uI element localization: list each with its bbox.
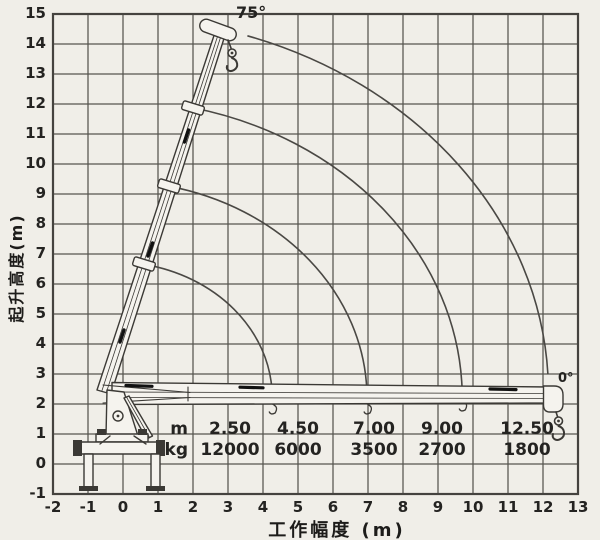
boom-tip-trajectory-arc [168,185,368,393]
boom-section-mark [124,383,154,388]
y-tick-label: 8 [35,214,46,232]
y-tick-label: 9 [35,184,46,202]
x-tick-label: 2 [187,498,199,516]
y-axis-title: 起升高度(m) [7,213,26,323]
x-tick-label: 13 [567,498,589,516]
boom-tip-trajectory-arc [247,35,549,375]
y-tick-label: 15 [25,4,46,22]
load-table-capacity-cell: 6000 [274,440,322,460]
boom-collar [156,178,182,194]
load-table-row-label-kg: kg [164,440,188,460]
boom-head-horizontal [542,385,564,413]
y-tick-label: 0 [35,454,46,472]
x-tick-label: 7 [362,498,374,516]
boom-section-mark [238,385,265,390]
x-tick-label: 0 [117,498,129,516]
y-tick-label: 2 [35,394,46,412]
x-tick-label: 4 [257,498,269,516]
boom-tip-trajectory-arc [193,107,463,390]
load-table-capacity-cell: 12000 [200,440,260,460]
hook-horizontal-icon [551,411,565,441]
crane-base [73,429,165,491]
x-tick-label: 8 [397,498,409,516]
x-tick-label: 3 [222,498,234,516]
y-tick-label: -1 [29,484,46,502]
y-tick-label: 3 [35,364,46,382]
y-tick-label: 14 [25,34,46,52]
x-tick-label: 1 [152,498,164,516]
y-tick-label: 4 [35,334,46,352]
plot-border [51,12,580,496]
load-table-radius-cell: 12.50 [500,419,554,439]
boom-angle-min-label: 0° [558,371,574,386]
outrigger-right [146,453,165,491]
x-tick-label: 9 [432,498,444,516]
load-table-capacity-cell: 3500 [350,440,398,460]
load-table-capacity-cell: 2700 [418,440,466,460]
y-tick-label: 1 [35,424,46,442]
load-table-radius-cell: 4.50 [277,419,319,439]
boom-tip-trajectory-arcs [144,35,549,393]
y-tick-label: 13 [25,64,46,82]
outrigger-left [79,453,98,491]
boom-collar [131,256,157,272]
slew-bearing-icon [112,410,124,422]
boom-head-raised [199,18,237,42]
boom-section-mark [146,241,155,258]
boom-section-mark [118,328,126,344]
boom-raised-75deg [96,18,239,395]
load-table-row-label-m: m [170,419,188,439]
y-tick-label: 7 [35,244,46,262]
boom-section-mark [488,387,518,392]
hook-raised-icon [225,39,239,72]
boom-collar [180,100,206,116]
boom-angle-max-label: 75° [236,3,267,22]
x-tick-label: 11 [497,498,519,516]
y-tick-label: 11 [25,124,46,142]
x-tick-label: 6 [327,498,339,516]
x-tick-label: -1 [79,498,97,516]
x-tick-label: 12 [532,498,554,516]
boom-tip-trajectory-arc [144,263,273,393]
load-table-capacity-cell: 1800 [503,440,551,460]
y-tick-label: 12 [25,94,46,112]
x-axis-title: 工作幅度 (m) [268,520,406,540]
crane-drawing [73,18,565,491]
y-tick-label: 5 [35,304,46,322]
x-tick-label: 10 [462,498,484,516]
boom-section-mark [182,128,191,144]
load-table-radius-cell: 7.00 [353,419,395,439]
x-tick-label: -2 [44,498,62,516]
load-table-radius-cell: 9.00 [421,419,463,439]
y-tick-label: 10 [25,154,46,172]
y-tick-label: 6 [35,274,46,292]
x-tick-label: 5 [292,498,304,516]
load-table-radius-cell: 2.50 [209,419,251,439]
grid-lines [52,13,579,495]
